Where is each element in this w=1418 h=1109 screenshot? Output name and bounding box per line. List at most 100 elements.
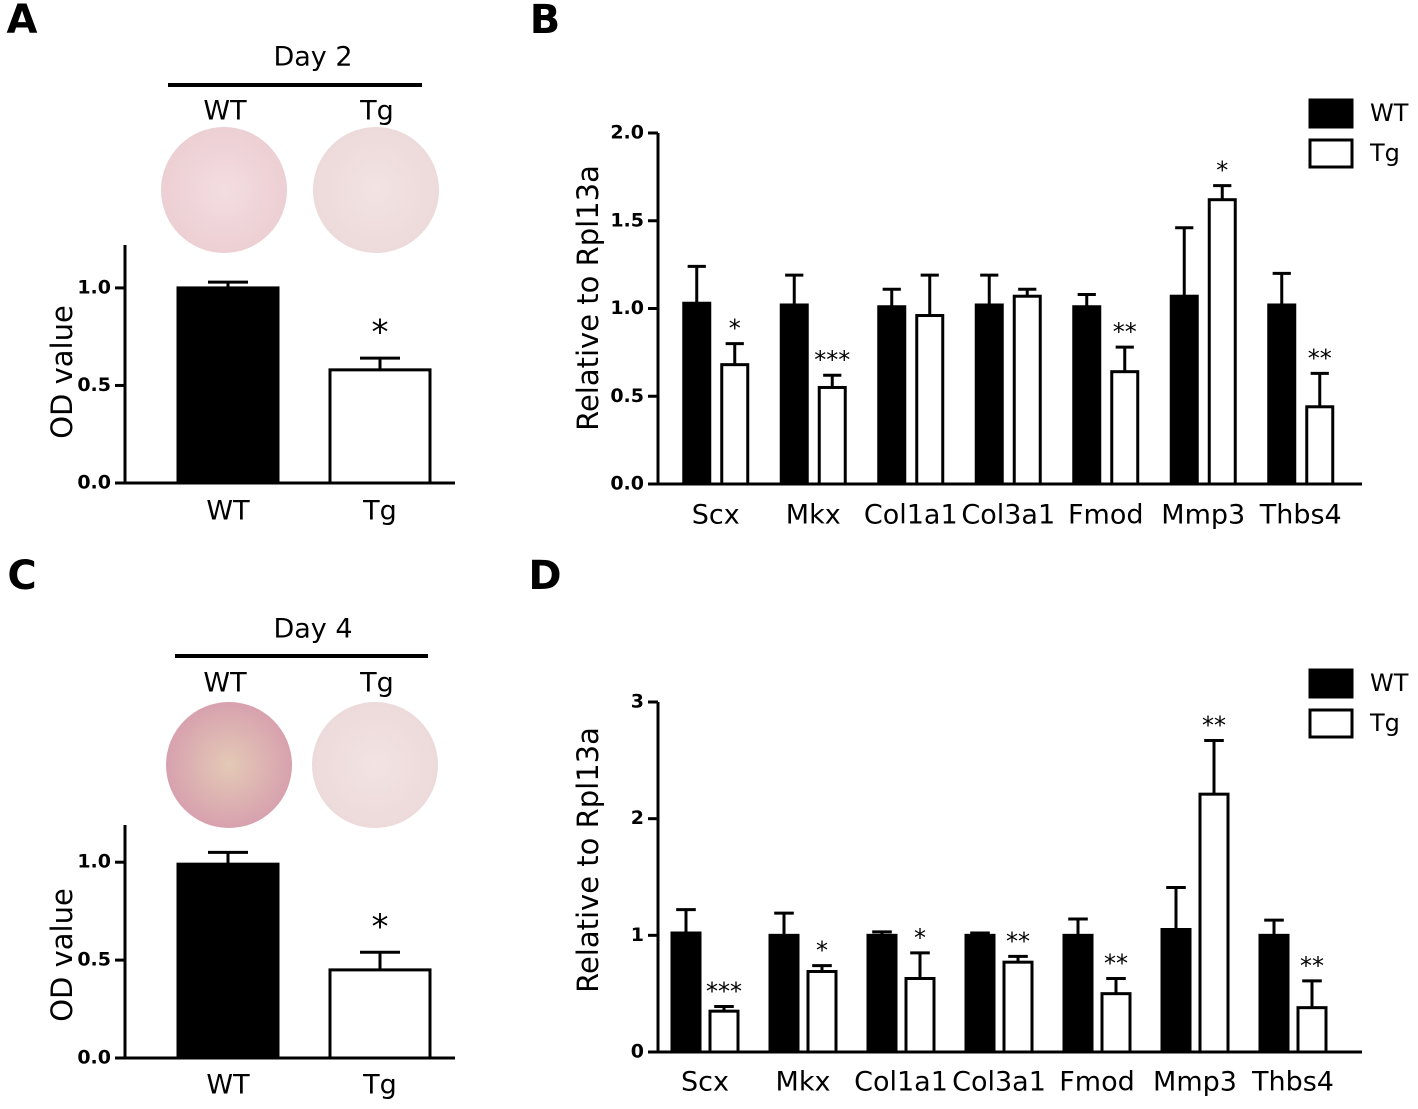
legend-label: Tg	[1369, 139, 1400, 167]
x-tick-label: Fmod	[1068, 500, 1144, 531]
x-tick-label: WT	[206, 1070, 250, 1101]
y-tick-label: 0.5	[610, 385, 644, 407]
bar	[176, 862, 280, 1060]
bar	[806, 970, 838, 1054]
legend-swatch	[1308, 668, 1354, 699]
significance: ***	[706, 978, 742, 1006]
stain-well	[313, 127, 439, 253]
image-label: WT	[203, 668, 247, 699]
bar	[1110, 370, 1140, 486]
bar	[964, 933, 996, 1054]
y-tick-label: 3	[631, 691, 644, 713]
y-tick-label: 2.0	[610, 122, 644, 144]
significance: **	[1202, 712, 1226, 740]
panel-label: A	[7, 0, 38, 43]
x-tick-label: Mmp3	[1161, 500, 1245, 531]
x-tick-label: Thbs4	[1251, 1067, 1334, 1098]
significance: *	[729, 315, 741, 343]
significance: *	[1216, 157, 1228, 185]
x-tick-label: Thbs4	[1259, 500, 1342, 531]
significance: *	[372, 313, 389, 353]
bar	[176, 286, 280, 485]
legend-label: WT	[1370, 99, 1409, 127]
y-tick-label: 1.0	[77, 276, 111, 298]
bar	[817, 385, 847, 486]
y-tick-label: 1.0	[77, 851, 111, 873]
significance: **	[1006, 927, 1030, 955]
stain-well	[161, 127, 287, 253]
bar	[877, 305, 907, 486]
y-axis-label: OD value	[45, 888, 79, 1022]
header: Day 4	[273, 614, 352, 645]
bar	[1072, 305, 1102, 486]
bar	[1296, 1006, 1328, 1054]
bar	[682, 301, 712, 486]
bar	[328, 968, 432, 1060]
bar	[1160, 928, 1192, 1054]
y-tick-label: 1.0	[610, 297, 644, 319]
x-tick-label: Col3a1	[961, 500, 1055, 531]
panel-label: C	[7, 553, 36, 599]
y-tick-label: 0.5	[77, 949, 111, 971]
y-tick-label: 0	[631, 1041, 644, 1063]
bar	[1198, 792, 1230, 1054]
bar	[1062, 933, 1094, 1054]
bar	[1002, 960, 1034, 1054]
legend-swatch	[1308, 708, 1354, 739]
significance: **	[1104, 950, 1128, 978]
y-tick-label: 1.5	[610, 209, 644, 231]
x-tick-label: WT	[206, 496, 250, 527]
x-tick-label: Mkx	[776, 1067, 831, 1098]
significance: *	[914, 924, 926, 952]
image-label: WT	[203, 96, 247, 127]
legend-swatch	[1308, 138, 1354, 169]
x-tick-label: Scx	[692, 500, 740, 531]
y-tick-label: 0.0	[77, 1047, 111, 1069]
y-axis-label: OD value	[45, 305, 79, 439]
y-tick-label: 1	[631, 924, 644, 946]
y-axis-label: Relative to Rpl13a	[571, 165, 605, 431]
stain-well	[312, 702, 438, 828]
panel-label: D	[528, 553, 561, 599]
legend-swatch	[1308, 98, 1354, 129]
bar	[1012, 294, 1042, 486]
image-label: Tg	[359, 96, 394, 127]
bar	[1169, 294, 1199, 486]
panel-label: B	[530, 0, 561, 43]
x-tick-label: Tg	[362, 1070, 397, 1101]
bar	[974, 303, 1004, 486]
bar	[904, 977, 936, 1054]
bar	[670, 931, 702, 1054]
x-tick-label: Tg	[362, 496, 397, 527]
bar	[915, 314, 945, 486]
bar	[720, 363, 750, 486]
legend-label: WT	[1370, 669, 1409, 697]
bar	[1258, 933, 1290, 1054]
significance: ***	[814, 346, 850, 374]
stain-well	[166, 702, 292, 828]
bar	[1305, 405, 1335, 486]
y-tick-label: 0.0	[77, 472, 111, 494]
header: Day 2	[273, 42, 352, 73]
legend-label: Tg	[1369, 709, 1400, 737]
bar	[866, 933, 898, 1054]
y-tick-label: 0.5	[77, 374, 111, 396]
x-tick-label: Col1a1	[854, 1067, 948, 1098]
x-tick-label: Col3a1	[952, 1067, 1046, 1098]
x-tick-label: Fmod	[1059, 1067, 1135, 1098]
bar	[1100, 992, 1132, 1054]
y-tick-label: 2	[631, 807, 644, 829]
x-tick-label: Mkx	[786, 500, 841, 531]
bar	[779, 303, 809, 486]
bar	[768, 933, 800, 1054]
x-tick-label: Mmp3	[1153, 1067, 1237, 1098]
x-tick-label: Col1a1	[864, 500, 958, 531]
y-tick-label: 0.0	[610, 473, 644, 495]
bar	[1207, 198, 1237, 486]
significance: **	[1300, 952, 1324, 980]
significance: **	[1308, 344, 1332, 372]
image-label: Tg	[359, 668, 394, 699]
bar	[708, 1009, 740, 1054]
significance: **	[1113, 318, 1137, 346]
